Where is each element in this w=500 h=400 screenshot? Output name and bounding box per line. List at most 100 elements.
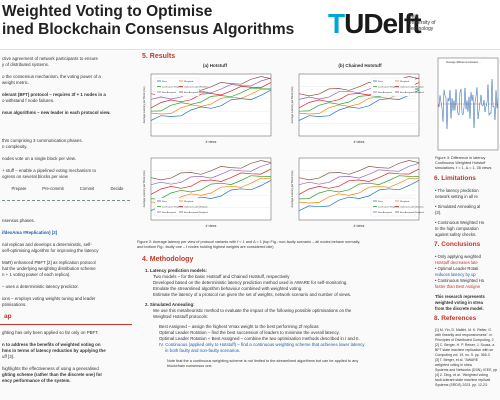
method-line: We use this metaheuristic method to eval… [153, 308, 352, 313]
logo-mark: TUDelft [328, 8, 422, 39]
method-line: Estimate the latency of a protocol run g… [153, 292, 352, 297]
results-title: Results [149, 53, 176, 60]
legend-label: Basic [378, 81, 384, 83]
legend-label: Best Assigned [378, 211, 393, 214]
mid-line: + stuff – enable a pipelined voting mech… [2, 168, 97, 173]
references-title: References [441, 315, 477, 322]
reference-line: [4] Z. Ding, et al. "Weighted voting [435, 373, 488, 377]
gap-line: hms in terms of latency reduction by app… [2, 348, 106, 353]
intro-line: olerant (BFT) protocol – requires 3f + 1… [2, 92, 106, 97]
mid2-line: nal replicas and develops a deterministi… [2, 242, 92, 247]
results-heading: 5. Results [142, 53, 175, 60]
reference-line: weighted voting in strea [435, 363, 472, 367]
stage-commit: Commit [79, 186, 95, 191]
poster-header: Weighted Voting to Optimise ined Blockch… [0, 0, 500, 50]
caption-line: and bottom Fig.: faulty one – f nodes ho… [137, 245, 274, 249]
legend-label: Best Assigned Weighted [400, 211, 424, 214]
series-line [150, 82, 272, 109]
series-line [298, 168, 420, 195]
intro-line: ctive agreement of network participants … [2, 56, 98, 61]
logo-sub-line: Technology [408, 26, 434, 32]
method-note: Note that the a continuous weighting sch… [167, 359, 359, 363]
poster-title: Weighted Voting to Optimise ined Blockch… [2, 3, 294, 39]
legend-label: Basic [378, 201, 384, 203]
limitation-line: • The latency prediction [435, 188, 479, 193]
series-line [298, 89, 420, 121]
phase-timeline [2, 200, 130, 201]
conclusion-line: from the discrete model. [435, 306, 484, 311]
legend-label: Best Assigned [162, 211, 177, 214]
conclusion-line: reduces latency by up [435, 272, 476, 277]
methodology-num: 4. [142, 256, 148, 263]
conclusion-line: faster than Best Assigne [435, 284, 481, 289]
limitation-line: network setting in all re [435, 194, 478, 199]
legend-label: Best Assigned Weighted [184, 211, 208, 214]
limitations-title: Limitations [441, 175, 476, 182]
reference-line: [2] C. Berger, H. P. Reiser, J. Sousa, a [435, 343, 495, 347]
method-bullet: in both faulty and non-faulty scenarios. [165, 348, 241, 353]
method-bullet: Best Assigned – assign the highest Vmax … [159, 324, 319, 329]
x-axis-label: # views [354, 224, 365, 228]
mid-line: thm comprising 3 communication phases. [2, 138, 83, 143]
references-num: 8. [434, 315, 440, 322]
method-bullet: Optimal Leader Rotation + Best Assigned … [159, 336, 360, 341]
fig3-caption-line: Figure 3: Difference in latency [435, 156, 486, 160]
series-line [298, 160, 420, 181]
mid2-line: ifdexAma #Replication) [2] [2, 230, 58, 235]
limitations-num: 6. [434, 175, 440, 182]
limitation-line: (3). [435, 210, 442, 215]
intro-line: y of distributed systems. [2, 62, 50, 67]
series-line [298, 175, 420, 200]
method-bullet: IV. Continuous (applied only to Hotstuff… [159, 342, 365, 347]
mid-line: nodes vote on a single block per view. [2, 156, 76, 161]
reference-line: [3] T. Berger, et al. "AWARE [435, 358, 479, 362]
reference-line: Systems and Networks (DSN). IEEE, pp [435, 368, 498, 372]
fig3-series [437, 79, 499, 129]
legend-label: Best Assigned Weighted [400, 91, 424, 94]
method-item-2: 2. Simulated Annealing: [145, 302, 195, 307]
x-axis-label: # views [206, 140, 217, 144]
legend-label: Weighted [400, 200, 410, 203]
method-note: blockchain consensus one. [167, 364, 213, 368]
gap-line: ghting scheme (rather than the discrete … [2, 372, 103, 377]
logo-sub-line: Delft [408, 14, 419, 20]
series-line [150, 162, 272, 186]
limitation-line: • Continuous Weighted Ho [435, 220, 485, 225]
references-heading: 8. References [434, 315, 477, 322]
results-num: 5. [142, 53, 148, 60]
figure2-caption: Figure 2: Average latency per view of pr… [137, 240, 427, 250]
mid2-line: ions – employs voting weights tuning and… [2, 296, 96, 301]
legend-label: Optimal Leader Rotation [400, 206, 424, 209]
y-axis-label: Average Latency per Block (ms) [142, 170, 146, 207]
series-line [298, 179, 420, 212]
legend-label: Optimal Leader Rotation [400, 86, 424, 89]
fig3-caption-line: simulations, f = 1, Δ = 1, 35 views [435, 166, 492, 170]
panel-a-title: (a) Hotstuff [203, 63, 227, 68]
mid2-line: MaR) enhanced PBFT [2] as replication pr… [2, 260, 96, 265]
method-item-1: 1. Latency prediction models: [145, 268, 207, 273]
conclusion-line: Hotstuff decreases late [435, 260, 478, 265]
mid-line: ogress on several blocks per view [2, 174, 68, 179]
series-line [150, 89, 272, 121]
mid2-line: ptimisations. [2, 302, 27, 307]
method-line: Emulate the streamlined algorithm behavi… [153, 286, 303, 291]
reference-line: Systems (SRDS) 2023. pp. 12-23. [435, 383, 488, 387]
intro-line: o withstand f node failures. [2, 98, 55, 103]
method-line: Developed based on the deterministic lat… [153, 280, 348, 285]
conclusions-title: Conclusions [441, 241, 481, 248]
series-line [298, 162, 420, 186]
tudelft-logo: TUDelft Delft University of Technology [328, 8, 448, 42]
caption-line: Figure 2: Average latency per view of pr… [137, 240, 361, 244]
figure3-plot: Average difference between ... [437, 57, 499, 151]
mid2-line: hat the underlying weighting distributio… [2, 266, 96, 271]
methodology-heading: 4. Methodology [142, 256, 193, 263]
method-line: Weighted Hotstuff protocols: [153, 314, 208, 319]
legend-label: Continuous Weighted [378, 86, 400, 89]
panel-b-title: (b) Chained Hotstuff [338, 63, 382, 68]
legend-box [154, 197, 200, 217]
mid-line: n complexity. [2, 144, 28, 149]
mid2-line: self-optimising algorithm for improving … [2, 248, 99, 253]
intro-line: weight metric. [2, 80, 30, 85]
